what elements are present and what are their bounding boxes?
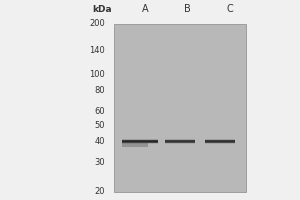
Bar — [205, 140, 235, 141]
Text: 200: 200 — [89, 20, 105, 28]
Text: C: C — [226, 4, 233, 14]
Bar — [165, 142, 195, 143]
Bar — [165, 139, 195, 140]
Text: 40: 40 — [94, 137, 105, 146]
Bar — [205, 139, 235, 140]
Bar — [122, 140, 158, 141]
Bar — [205, 142, 235, 143]
Bar — [165, 141, 195, 142]
Bar — [165, 142, 195, 143]
Bar — [122, 143, 158, 144]
Bar — [122, 143, 158, 144]
Text: 60: 60 — [94, 107, 105, 116]
Text: 80: 80 — [94, 86, 105, 95]
Bar — [165, 143, 195, 144]
Bar — [205, 142, 235, 143]
Text: 30: 30 — [94, 158, 105, 167]
Text: 20: 20 — [94, 188, 105, 196]
Text: A: A — [142, 4, 149, 14]
Bar — [205, 139, 235, 140]
Bar — [205, 143, 235, 144]
Bar — [205, 140, 235, 141]
Bar — [165, 143, 195, 144]
Bar — [205, 141, 235, 142]
Bar — [122, 142, 158, 143]
Bar — [165, 140, 195, 141]
Bar — [122, 139, 158, 140]
Bar — [122, 141, 158, 142]
Bar — [114, 24, 246, 192]
Text: kDa: kDa — [92, 5, 112, 14]
Bar — [165, 139, 195, 140]
Text: 140: 140 — [89, 46, 105, 55]
Bar — [122, 143, 148, 147]
Bar — [205, 143, 235, 144]
Bar — [122, 140, 158, 141]
Bar — [165, 140, 195, 141]
Bar — [122, 142, 158, 143]
Text: B: B — [184, 4, 191, 14]
Text: 50: 50 — [94, 121, 105, 130]
Text: 100: 100 — [89, 70, 105, 79]
Bar — [122, 139, 158, 140]
